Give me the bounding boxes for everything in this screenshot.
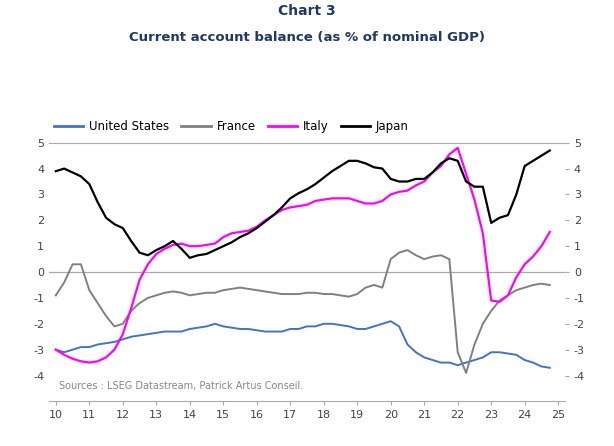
Legend: United States, France, Italy, Japan: United States, France, Italy, Japan <box>49 115 413 137</box>
Text: Current account balance (as % of nominal GDP): Current account balance (as % of nominal… <box>129 31 485 44</box>
Text: Sources : LSEG Datastream, Patrick Artus Conseil.: Sources : LSEG Datastream, Patrick Artus… <box>60 381 304 391</box>
Text: Chart 3: Chart 3 <box>278 4 336 18</box>
